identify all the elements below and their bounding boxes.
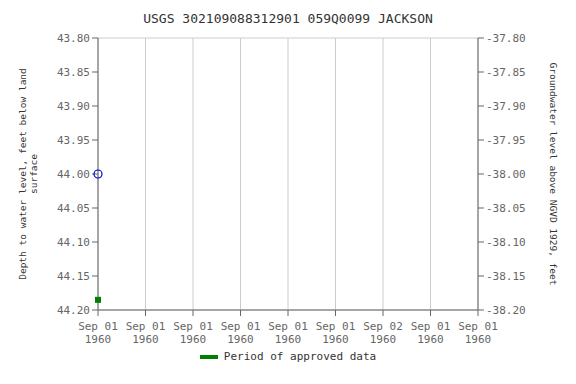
- svg-text:44.00: 44.00: [57, 168, 90, 181]
- svg-text:-38.15: -38.15: [486, 270, 526, 283]
- svg-text:44.05: 44.05: [57, 202, 90, 215]
- svg-text:Sep 011960: Sep 011960: [173, 320, 213, 346]
- svg-text:43.95: 43.95: [57, 134, 90, 147]
- html-text:Period of approved data: Period of approved data: [223, 350, 377, 363]
- svg-text:Sep 011960: Sep 011960: [221, 320, 261, 346]
- svg-text:Groundwater level above NGVD 1: Groundwater level above NGVD 1929, feet: [548, 62, 559, 285]
- svg-text:-37.95: -37.95: [486, 134, 526, 147]
- svg-text:44.15: 44.15: [57, 270, 90, 283]
- svg-text:-38.00: -38.00: [486, 168, 526, 181]
- svg-text:Sep 011960: Sep 011960: [78, 320, 118, 346]
- svg-text:-38.10: -38.10: [486, 236, 526, 249]
- svg-text:-37.90: -37.90: [486, 100, 526, 113]
- svg-text:Sep 011960: Sep 011960: [411, 320, 451, 346]
- svg-text:Depth to water level, feet bel: Depth to water level, feet below landsur…: [17, 68, 39, 280]
- svg-text:Sep 011960: Sep 011960: [316, 320, 356, 346]
- svg-text:44.20: 44.20: [57, 304, 90, 317]
- html-text:USGS 302109088312901 059Q0099: USGS 302109088312901 059Q0099 JACKSON: [143, 11, 433, 26]
- svg-text:Sep 011960: Sep 011960: [458, 320, 498, 346]
- svg-text:-37.80: -37.80: [486, 32, 526, 45]
- svg-text:43.85: 43.85: [57, 66, 90, 79]
- svg-text:-38.05: -38.05: [486, 202, 526, 215]
- svg-text:44.10: 44.10: [57, 236, 90, 249]
- svg-text:-37.85: -37.85: [486, 66, 526, 79]
- svg-text:Sep 021960: Sep 021960: [363, 320, 403, 346]
- svg-text:-38.20: -38.20: [486, 304, 526, 317]
- svg-text:43.90: 43.90: [57, 100, 90, 113]
- svg-text:43.80: 43.80: [57, 32, 90, 45]
- svg-text:Sep 011960: Sep 011960: [126, 320, 166, 346]
- svg-text:Sep 011960: Sep 011960: [268, 320, 308, 346]
